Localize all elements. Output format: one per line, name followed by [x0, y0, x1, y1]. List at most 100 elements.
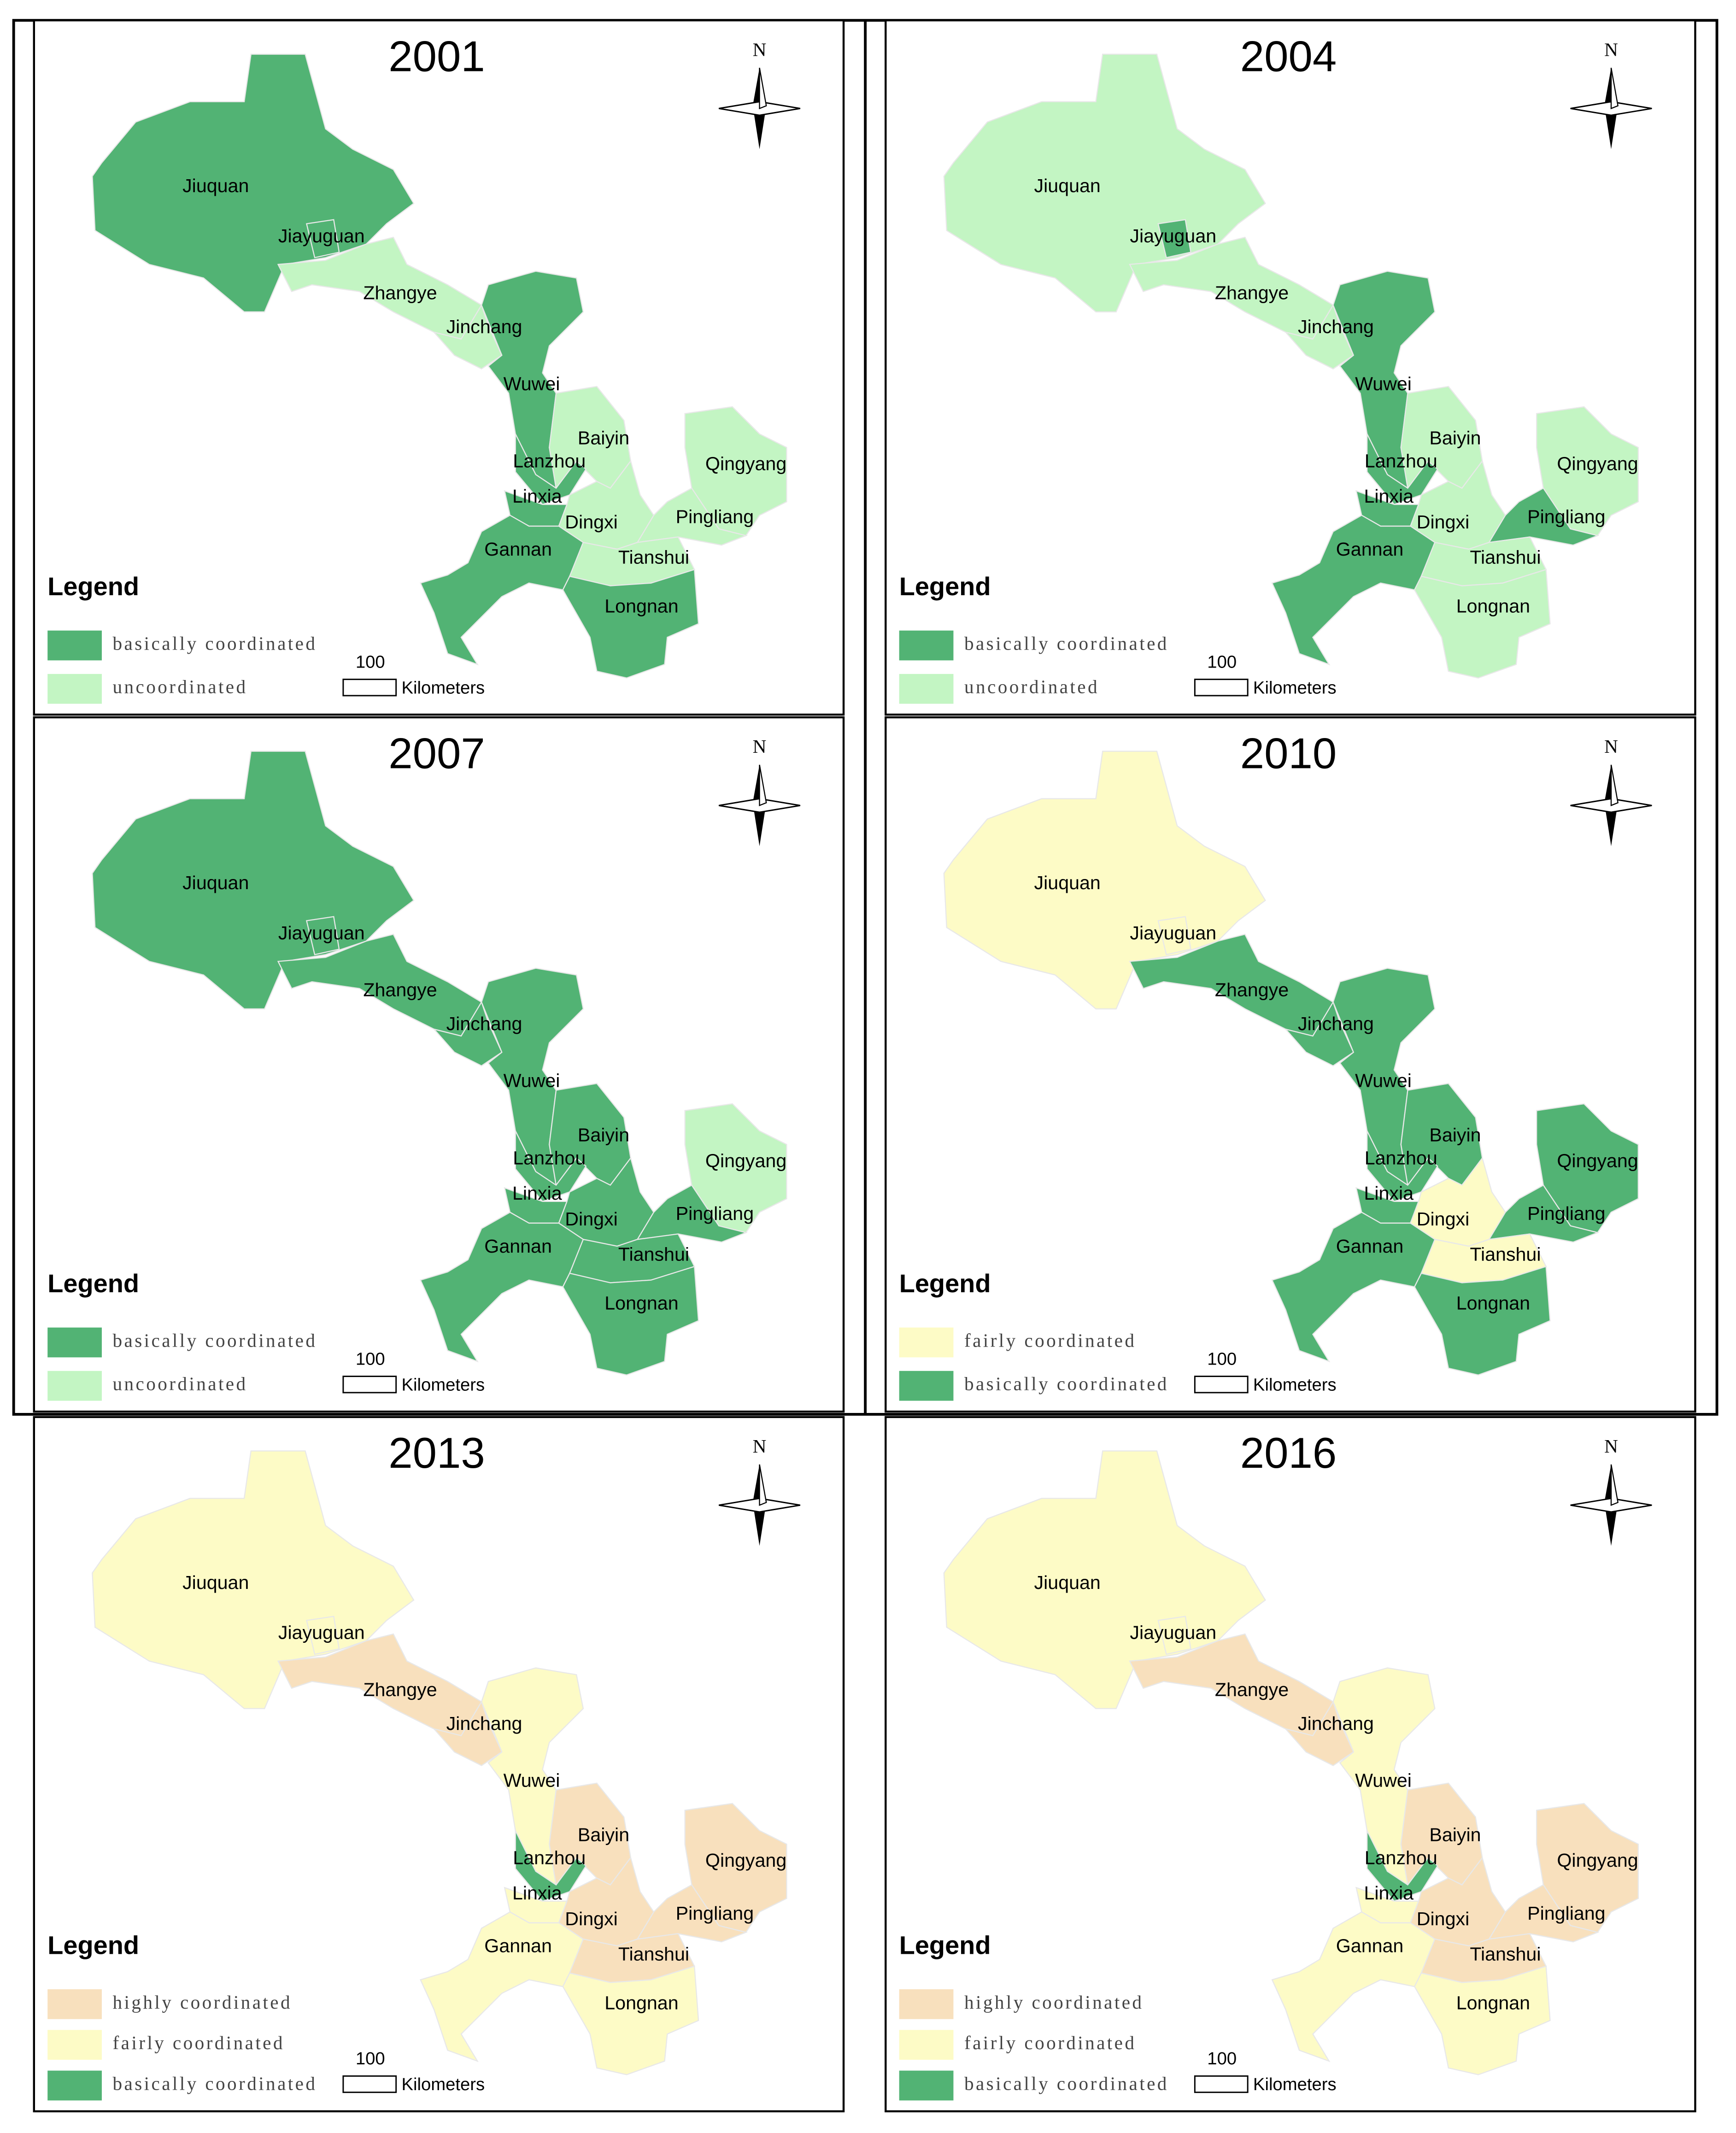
- legend-label: fairly coordinated: [113, 2032, 285, 2053]
- region: [1367, 434, 1438, 505]
- city-label: Zhangye: [363, 1679, 437, 1700]
- region: [1157, 219, 1191, 258]
- city-label: Jiuquan: [182, 1572, 249, 1593]
- city-label: Lanzhou: [1365, 1148, 1437, 1169]
- legend-title: Legend: [899, 1931, 991, 1960]
- scale-value: 100: [1207, 2049, 1237, 2069]
- scale-value: 100: [356, 652, 385, 672]
- city-label: Baiyin: [1429, 428, 1481, 449]
- city-label: Longnan: [604, 596, 678, 617]
- legend-title: Legend: [47, 1269, 139, 1298]
- city-label: Dingxi: [565, 1208, 617, 1230]
- city-label: Jiuquan: [182, 872, 249, 893]
- north-arrow: [759, 764, 767, 807]
- map-panel: Jiuquan Jiayuguan Zhangye Jinchang Wuwei Baiy…: [33, 716, 845, 1413]
- legend-title: Legend: [899, 1269, 991, 1298]
- map-panel: Jiuquan Jiayuguan Zhangye Jinchang Wuwei Baiy…: [33, 1416, 845, 2113]
- scale-value: 100: [356, 2049, 385, 2069]
- scale-unit: Kilometers: [1253, 1375, 1337, 1395]
- region: [684, 406, 787, 536]
- city-label: Qingyang: [705, 1850, 786, 1871]
- legend-swatch: [47, 1371, 102, 1401]
- north-arrow: [759, 1464, 767, 1506]
- region: [1413, 1965, 1551, 2075]
- city-label: Dingxi: [565, 1908, 617, 1929]
- city-label: Tianshui: [1470, 1243, 1541, 1265]
- legend-label: uncoordinated: [964, 676, 1099, 697]
- city-label: Dingxi: [1417, 511, 1469, 533]
- scale-unit: Kilometers: [1253, 678, 1337, 697]
- region: [562, 568, 699, 679]
- north-label: N: [753, 736, 767, 757]
- city-label: Longnan: [604, 1292, 678, 1313]
- region: [1367, 1131, 1438, 1202]
- city-label: Wuwei: [1355, 373, 1412, 394]
- legend-title: Legend: [47, 1931, 139, 1960]
- map-panel: Jiuquan Jiayuguan Zhangye Jinchang Wuwei Baiy…: [885, 1416, 1696, 2113]
- region: [684, 1103, 787, 1233]
- year-title: 2013: [388, 1429, 485, 1477]
- region: [1284, 1001, 1355, 1066]
- region: [515, 1131, 587, 1202]
- north-arrow: [1610, 1464, 1619, 1506]
- scale-bar: [1194, 1376, 1249, 1394]
- city-label: Jinchang: [1298, 1713, 1374, 1734]
- north-label: N: [1604, 736, 1618, 757]
- region: [305, 1616, 340, 1655]
- city-label: Jiuquan: [182, 175, 249, 196]
- region: [684, 1803, 787, 1933]
- legend-label: highly coordinated: [113, 1992, 292, 2013]
- city-label: Baiyin: [578, 428, 629, 449]
- region: [1284, 1700, 1355, 1766]
- scale-bar: [1194, 679, 1249, 697]
- legend-label: basically coordinated: [113, 633, 317, 654]
- legend-swatch: [899, 1327, 954, 1358]
- city-label: Zhangye: [1215, 1679, 1289, 1700]
- city-label: Baiyin: [578, 1124, 629, 1145]
- city-label: Pingliang: [1527, 1903, 1605, 1924]
- city-label: Jinchang: [446, 1013, 522, 1034]
- city-label: Gannan: [484, 539, 552, 560]
- city-label: Jiuquan: [1034, 872, 1101, 893]
- region: [1271, 515, 1436, 666]
- city-label: Zhangye: [1215, 282, 1289, 304]
- region: [432, 1700, 503, 1766]
- year-title: 2010: [1240, 729, 1337, 777]
- scale-unit: Kilometers: [401, 678, 485, 697]
- year-title: 2016: [1240, 1429, 1337, 1477]
- region: [1271, 1212, 1436, 1363]
- region: [432, 304, 503, 369]
- legend-swatch: [47, 1327, 102, 1358]
- city-label: Qingyang: [1557, 1150, 1638, 1171]
- legend-swatch: [47, 2070, 102, 2101]
- city-label: Pingliang: [676, 1903, 754, 1924]
- year-title: 2007: [388, 729, 485, 777]
- city-label: Linxia: [1364, 1183, 1413, 1204]
- legend-title: Legend: [899, 572, 991, 601]
- legend-swatch: [47, 674, 102, 704]
- region: [420, 1911, 584, 2063]
- scale-unit: Kilometers: [1253, 2074, 1337, 2094]
- city-label: Gannan: [484, 1935, 552, 1957]
- map-panel: Jiuquan Jiayuguan Zhangye Jinchang Wuwei Baiy…: [33, 19, 845, 716]
- city-label: Jinchang: [446, 316, 522, 337]
- city-label: Jiayuguan: [1130, 1622, 1216, 1643]
- city-label: Gannan: [1336, 1935, 1404, 1957]
- city-label: Qingyang: [1557, 453, 1638, 474]
- city-label: Linxia: [512, 1882, 562, 1904]
- legend-swatch: [899, 630, 954, 661]
- city-label: Longnan: [1456, 596, 1530, 617]
- city-label: Longnan: [604, 1992, 678, 2013]
- region: [1413, 568, 1551, 679]
- city-label: Lanzhou: [513, 1148, 586, 1169]
- region: [305, 219, 340, 258]
- legend-swatch: [899, 674, 954, 704]
- region: [432, 1001, 503, 1066]
- region: [1157, 916, 1191, 955]
- legend-label: fairly coordinated: [964, 1330, 1136, 1351]
- city-label: Jiuquan: [1034, 1572, 1101, 1593]
- legend-label: basically coordinated: [113, 2073, 317, 2094]
- legend-label: uncoordinated: [113, 676, 248, 697]
- city-label: Linxia: [1364, 486, 1413, 507]
